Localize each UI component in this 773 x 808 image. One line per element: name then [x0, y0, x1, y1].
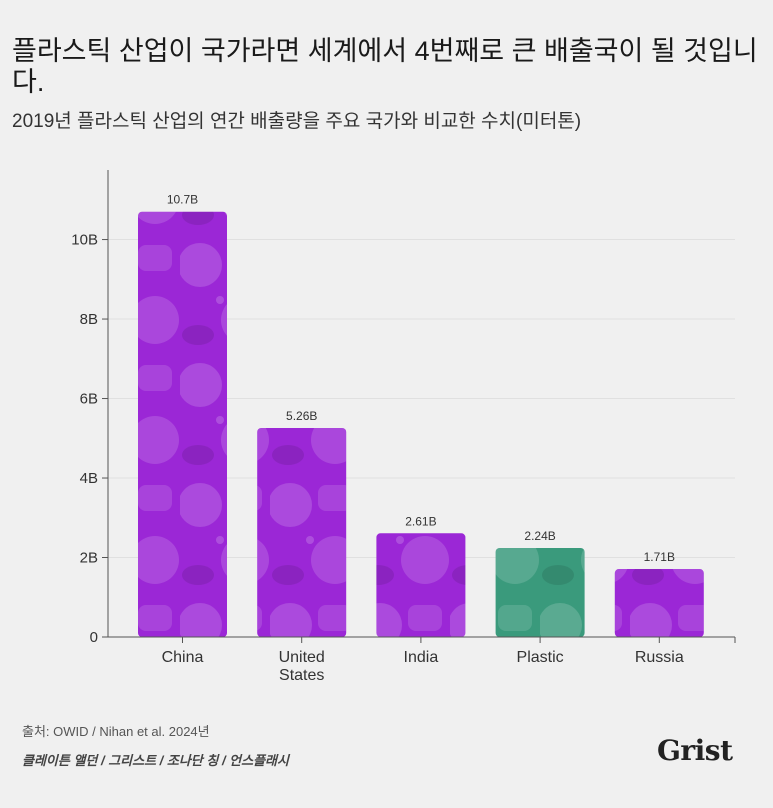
chart-title: 플라스틱 산업이 국가라면 세계에서 4번째로 큰 배출국이 될 것입니다. [12, 36, 758, 97]
bar-texture [495, 547, 585, 637]
y-tick-label: 6B [80, 391, 98, 408]
y-tick-label: 0 [90, 629, 98, 646]
bar-texture [138, 211, 227, 637]
x-tick-label: China [162, 649, 204, 666]
data-label: 1.71B [644, 550, 675, 564]
y-tick-label: 2B [80, 550, 98, 567]
bar-texture [257, 427, 347, 637]
bar-texture [376, 533, 466, 637]
x-tick-label: United [279, 649, 325, 666]
data-label: 5.26B [286, 409, 317, 423]
grist-logo: Grist [657, 734, 733, 767]
chart-subtitle: 2019년 플라스틱 산업의 연간 배출량을 주요 국가와 비교한 수치(미터톤… [12, 111, 582, 132]
y-tick-label: 4B [80, 470, 98, 487]
data-label: 2.61B [405, 514, 436, 528]
y-tick-label: 8B [80, 311, 98, 328]
data-label: 10.7B [167, 193, 198, 207]
bar-texture [614, 569, 704, 637]
y-tick-label: 10B [71, 232, 98, 249]
x-tick-label: India [404, 649, 439, 666]
source-note: 출처: OWID / Nihan et al. 2024년 [22, 724, 210, 739]
data-label: 2.24B [524, 529, 555, 543]
x-tick-label: Russia [635, 649, 684, 666]
x-tick-label: Plastic [517, 649, 564, 666]
bar-chart: 10.7B 5.26B 2.61B 2.24B 1.71B 0 2B 4B 6B 8B 10B Ch… [71, 170, 736, 684]
x-tick-label: States [279, 667, 324, 684]
photo-credit: 클레이튼 앨던 / 그리스트 / 조나단 칭 / 언스플래시 [22, 753, 289, 768]
